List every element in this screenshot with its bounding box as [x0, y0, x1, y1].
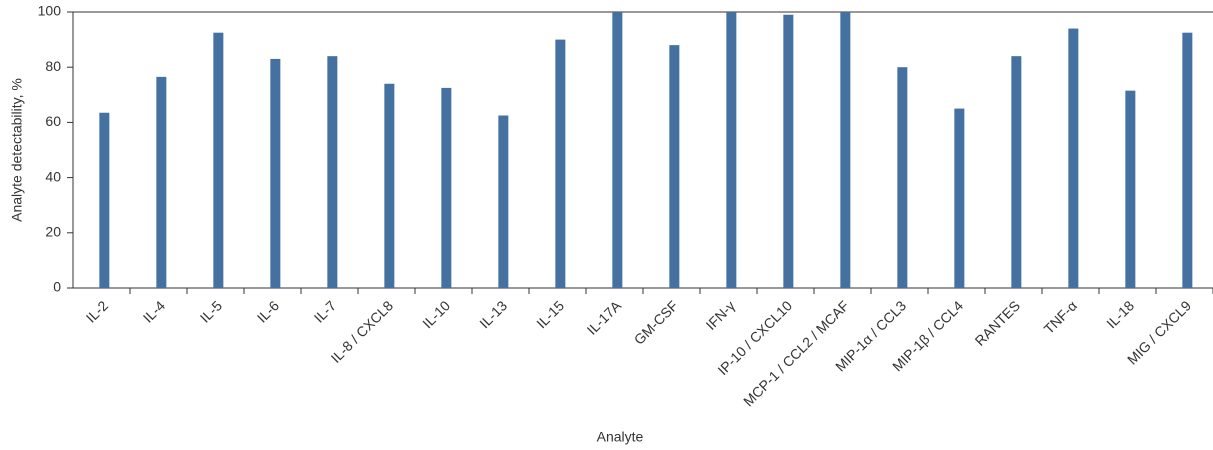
bar — [897, 67, 908, 288]
y-tick-label: 100 — [38, 3, 62, 19]
x-tick-label: IL-2 — [83, 297, 112, 326]
x-tick-label: IL-7 — [311, 297, 340, 326]
y-axis-title: Analyte detectability, % — [9, 78, 25, 222]
bar — [1182, 32, 1193, 289]
x-tick-label: IL-6 — [254, 297, 283, 326]
bar — [726, 12, 737, 288]
x-tick-label: IL-17A — [584, 297, 625, 338]
bar — [384, 83, 395, 288]
x-tick-label: MCP-1 / CCL2 / MCAF — [740, 297, 852, 409]
y-tick-label: 60 — [45, 113, 61, 129]
bar — [270, 58, 281, 288]
bar — [555, 39, 566, 288]
x-tick-label: TNF-α — [1041, 297, 1081, 337]
bar — [156, 76, 167, 288]
bar — [840, 12, 851, 288]
bar — [1125, 90, 1136, 288]
x-tick-label: IFN-γ — [703, 297, 739, 333]
bar — [498, 115, 509, 288]
y-tick-label: 20 — [45, 224, 61, 240]
x-tick-label: RANTES — [972, 297, 1023, 348]
x-tick-label: IL-13 — [476, 297, 510, 331]
x-tick-label: GM-CSF — [631, 297, 681, 347]
bar — [441, 87, 452, 289]
bar — [783, 14, 794, 288]
bar — [1068, 28, 1079, 289]
x-tick-label: IL-18 — [1103, 297, 1137, 331]
x-tick-label: IL-10 — [419, 297, 453, 331]
bar — [954, 108, 965, 288]
x-axis-title: Analyte — [597, 429, 644, 445]
bar — [213, 32, 224, 289]
x-tick-label: IL-15 — [533, 297, 567, 331]
bar — [327, 56, 338, 288]
x-tick-label: IL-4 — [140, 297, 169, 326]
bar — [669, 45, 680, 289]
y-tick-label: 80 — [45, 58, 61, 74]
bar — [99, 112, 110, 289]
bar — [1011, 56, 1022, 288]
bar — [612, 12, 623, 288]
y-tick-label: 40 — [45, 168, 61, 184]
y-tick-label: 0 — [53, 279, 61, 295]
x-tick-label: IL-5 — [197, 297, 226, 326]
